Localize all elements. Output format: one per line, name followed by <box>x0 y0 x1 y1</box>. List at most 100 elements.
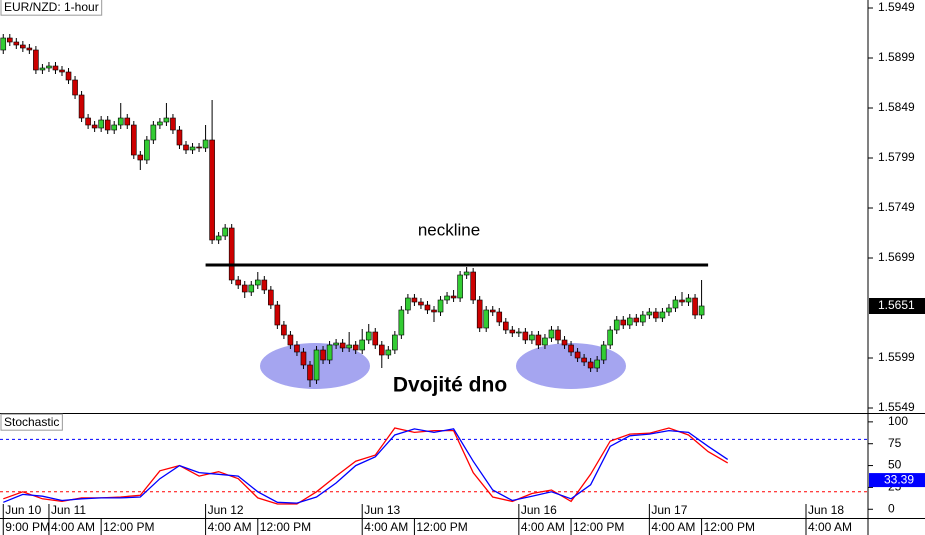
candle-body <box>111 124 118 131</box>
candle-body <box>502 321 509 331</box>
candle-body <box>0 37 7 51</box>
candle-body <box>46 65 52 69</box>
candle-body <box>522 331 529 341</box>
candle-body <box>39 67 46 71</box>
candle-body <box>555 329 561 341</box>
candle-body <box>405 297 411 311</box>
x-tick-label: 9:00 PM <box>5 520 50 534</box>
x-tick-label: 4:00 AM <box>521 520 565 534</box>
candle-body <box>248 284 255 293</box>
candle-body <box>294 344 300 353</box>
candle-body <box>157 121 163 126</box>
candle-body <box>587 361 594 369</box>
candle-body <box>13 41 20 46</box>
candle-body <box>444 295 450 301</box>
candle-body <box>26 47 33 51</box>
candle-body <box>470 271 476 301</box>
y-tick-label: 1.5899 <box>878 50 915 64</box>
panel-title-box <box>0 413 63 431</box>
candle-body <box>59 69 65 73</box>
panel-title-box <box>0 0 103 16</box>
y-tick-label: 1.5849 <box>878 100 915 114</box>
candle-body <box>372 331 379 346</box>
candle-body <box>170 117 176 131</box>
last-value-box <box>869 473 925 488</box>
date-label: Jun 10 <box>5 503 41 517</box>
candle-body <box>568 344 574 353</box>
candle-body <box>600 344 607 361</box>
x-tick-label: 4:00 AM <box>51 520 95 534</box>
candle-body <box>489 309 496 313</box>
candle-body <box>392 334 398 351</box>
candle-body <box>78 94 85 119</box>
candle-body <box>607 329 614 346</box>
stochastic-line <box>3 427 729 505</box>
candle-body <box>300 351 307 366</box>
y-tick-label: 100 <box>888 414 908 428</box>
candle-body <box>352 344 359 351</box>
candle-body <box>411 297 418 303</box>
candle-body <box>104 119 111 131</box>
candle-body <box>144 139 150 161</box>
y-tick-label: 1.5699 <box>878 250 915 264</box>
y-tick-label: 0 <box>888 501 895 515</box>
candle-body <box>202 139 209 149</box>
candle-body <box>613 319 620 331</box>
candle-body <box>189 146 196 151</box>
candle-body <box>137 154 144 161</box>
x-tick-label: 12:00 PM <box>704 520 755 534</box>
candle-body <box>196 146 202 149</box>
candle-body <box>385 349 392 356</box>
candle-body <box>640 314 646 323</box>
candle-body <box>561 339 568 346</box>
pattern-label: Dvojité dno <box>393 374 507 397</box>
candle-body <box>183 144 189 151</box>
bottom-highlight <box>516 343 626 389</box>
x-tick-label: 4:00 AM <box>808 520 852 534</box>
y-tick-label: 1.5549 <box>878 400 915 414</box>
date-label: Jun 13 <box>364 503 400 517</box>
candle-body <box>574 351 581 359</box>
candle-body <box>313 349 320 381</box>
date-label: Jun 17 <box>651 503 687 517</box>
x-tick-label: 4:00 AM <box>208 520 252 534</box>
candle-body <box>65 71 72 81</box>
candle-body <box>98 119 104 129</box>
candle-body <box>653 311 659 319</box>
y-tick-label: 1.5599 <box>878 350 915 364</box>
candle-body <box>228 227 235 281</box>
stochastic-line <box>3 428 729 504</box>
candle-body <box>529 334 535 341</box>
candle-body <box>261 279 268 291</box>
candle-body <box>424 304 431 311</box>
candle-body <box>431 309 437 313</box>
panel-title: Stochastic <box>4 415 59 429</box>
candle-body <box>516 331 522 334</box>
candle-body <box>437 299 444 313</box>
candle-body <box>20 44 26 49</box>
date-label: Jun 18 <box>808 503 844 517</box>
last-value: 33.39 <box>884 472 914 486</box>
candle-body <box>254 279 261 286</box>
candle-body <box>666 307 672 313</box>
candle-body <box>378 344 385 356</box>
candle-body <box>339 342 346 349</box>
candle-body <box>685 297 692 303</box>
date-label: Jun 12 <box>208 503 244 517</box>
candle-body <box>52 65 59 71</box>
candle-body <box>163 117 170 123</box>
candle-body <box>72 79 78 96</box>
y-tick-label: 75 <box>888 436 902 450</box>
candle-body <box>215 235 222 241</box>
candle-body <box>124 117 131 126</box>
candle-body <box>209 139 215 241</box>
candle-body <box>91 124 98 129</box>
candle-body <box>659 311 666 319</box>
candle-body <box>241 284 248 293</box>
candle-body <box>398 309 405 336</box>
candle-body <box>548 329 555 339</box>
candle-body <box>150 124 157 141</box>
y-tick-label: 1.5749 <box>878 200 915 214</box>
x-tick-label: 4:00 AM <box>364 520 408 534</box>
